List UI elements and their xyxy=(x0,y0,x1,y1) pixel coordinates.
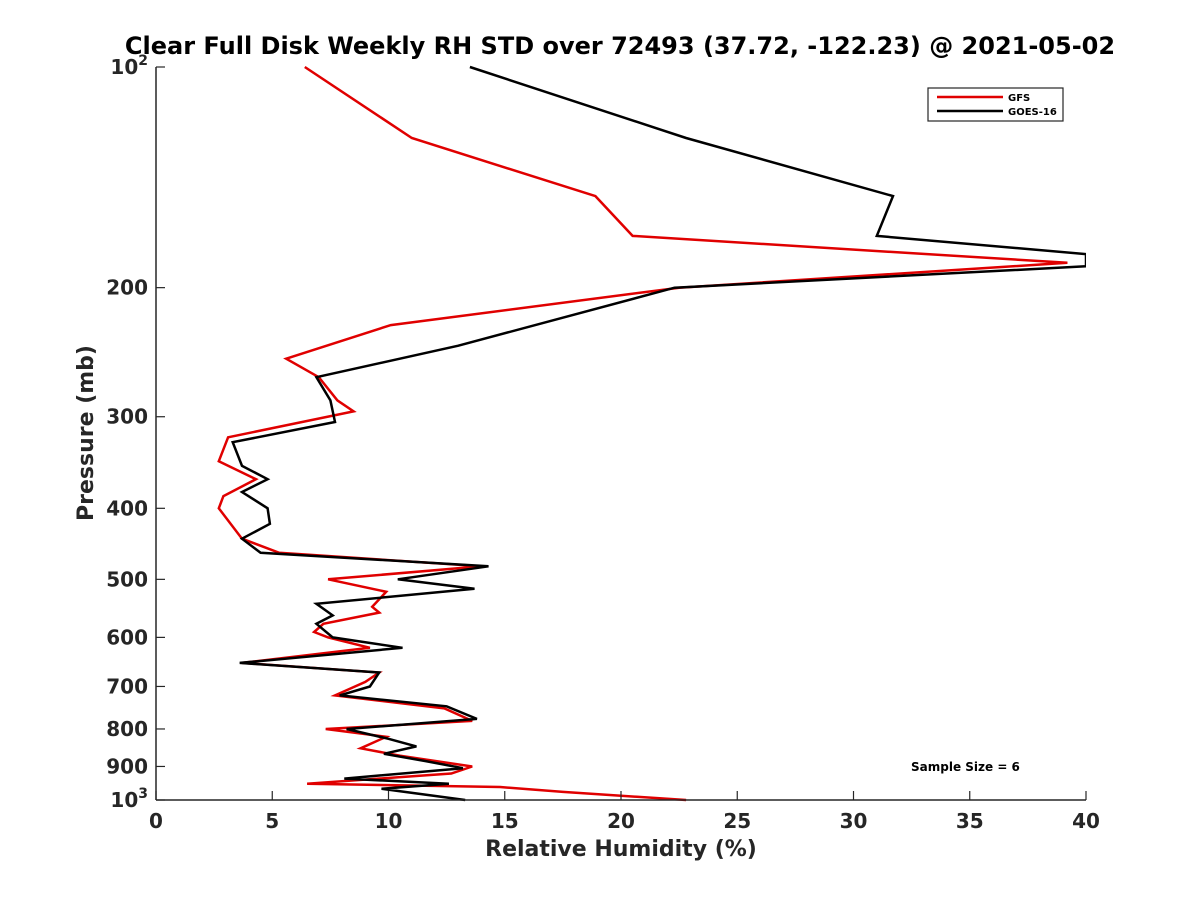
y-tick-label: 600 xyxy=(106,625,148,649)
legend: GFS GOES-16 xyxy=(927,87,1064,122)
series-layer xyxy=(217,65,1086,802)
y-tick-label: 700 xyxy=(106,674,148,698)
y-tick-label: 500 xyxy=(106,567,148,591)
legend-label-gfs: GFS xyxy=(1008,93,1030,104)
legend-box xyxy=(927,87,1064,122)
x-tick-label: 35 xyxy=(956,809,984,833)
x-tick-label: 30 xyxy=(840,809,868,833)
x-tick-label: 15 xyxy=(491,809,519,833)
series-line-gfs xyxy=(217,65,1068,802)
plot-area xyxy=(156,67,1086,800)
y-tick-label: 400 xyxy=(106,496,148,520)
y-tick-label: 900 xyxy=(106,754,148,778)
x-tick-label: 10 xyxy=(375,809,403,833)
y-axis-label: Pressure (mb) xyxy=(74,345,99,521)
x-tick-label: 5 xyxy=(265,809,279,833)
y-tick-label: 300 xyxy=(106,405,148,429)
x-axis-label: Relative Humidity (%) xyxy=(485,837,757,862)
x-tick-label: 25 xyxy=(723,809,751,833)
y-tick-label: 800 xyxy=(106,717,148,741)
chart-title: Clear Full Disk Weekly RH STD over 72493… xyxy=(125,32,1115,60)
series-line-goes16 xyxy=(230,65,1086,802)
sample-size-annotation: Sample Size = 6 xyxy=(911,760,1020,774)
legend-label-goes16: GOES-16 xyxy=(1008,107,1057,118)
x-tick-label: 0 xyxy=(149,809,163,833)
x-ticks: 0 5 10 15 20 25 30 35 40 xyxy=(149,791,1100,833)
x-tick-label: 40 xyxy=(1072,809,1100,833)
y-tick-label: 200 xyxy=(106,276,148,300)
x-tick-label: 20 xyxy=(607,809,635,833)
